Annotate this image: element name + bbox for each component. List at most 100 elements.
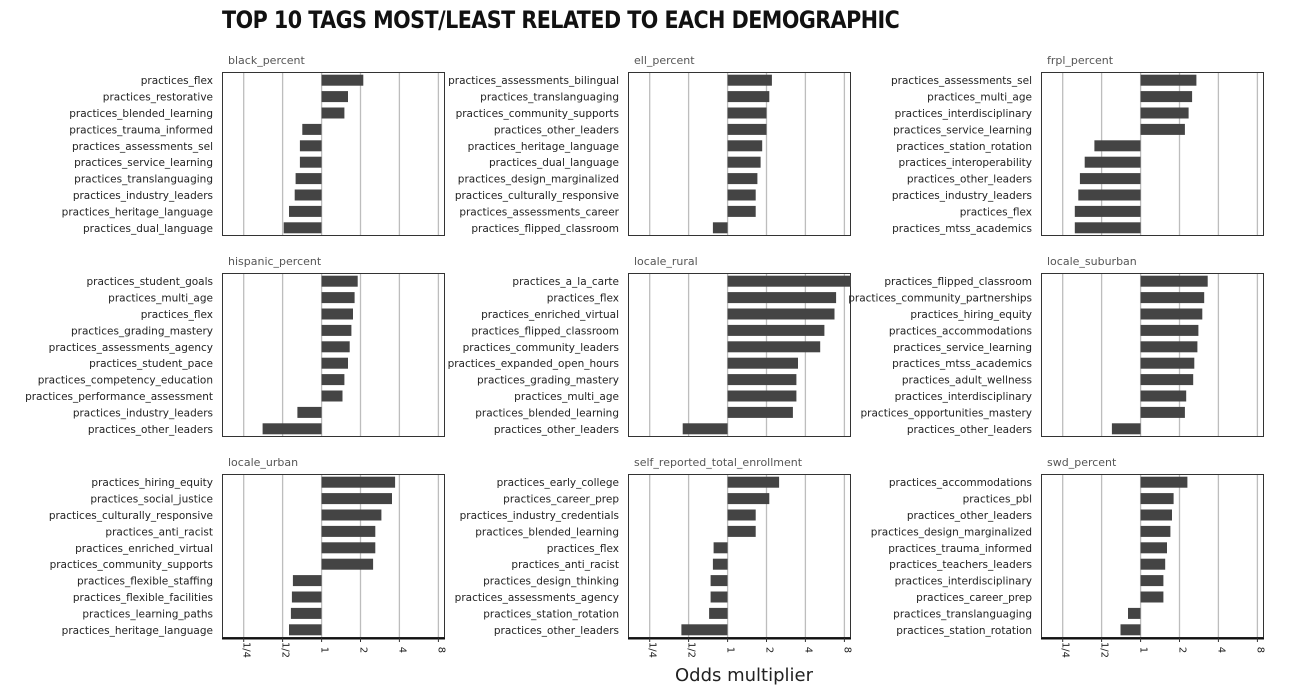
bar-practices_design_marginalized xyxy=(727,173,758,185)
x-tick-label: 1/4 xyxy=(647,642,658,658)
category-label: practices_grading_mastery xyxy=(71,325,213,337)
x-tick-label: 8 xyxy=(841,647,852,653)
bar-practices_career_prep xyxy=(727,493,770,505)
bar-practices_other_leaders xyxy=(1079,173,1141,185)
category-label: practices_station_rotation xyxy=(896,625,1032,637)
bar-practices_accommodations xyxy=(1140,476,1188,488)
category-label: practices_learning_paths xyxy=(82,608,213,620)
bar-practices_competency_education xyxy=(321,374,345,386)
category-label: practices_flexible_facilities xyxy=(73,592,213,604)
x-tick-label: 8 xyxy=(435,647,446,653)
panel-title-swd_percent: swd_percent xyxy=(1047,456,1117,469)
category-label: practices_pbl xyxy=(963,494,1032,506)
bar-practices_station_rotation xyxy=(709,607,728,619)
category-label: practices_industry_leaders xyxy=(892,190,1032,202)
bar-practices_multi_age xyxy=(727,390,797,402)
category-label: practices_trauma_informed xyxy=(888,543,1032,555)
category-label: practices_culturally_responsive xyxy=(49,510,213,522)
category-label: practices_other_leaders xyxy=(88,424,213,436)
bar-practices_career_prep xyxy=(1140,591,1164,603)
bar-practices_dual_language xyxy=(283,222,322,234)
category-label: practices_culturally_responsive xyxy=(455,190,619,202)
bar-practices_flex xyxy=(321,308,353,320)
category-label: practices_other_leaders xyxy=(494,625,619,637)
bar-practices_interdisciplinary xyxy=(1140,107,1189,119)
category-label: practices_heritage_language xyxy=(468,141,619,153)
bar-practices_pbl xyxy=(1140,493,1174,505)
bar-practices_flex xyxy=(727,292,837,304)
category-label: practices_assessments_sel xyxy=(891,75,1032,87)
bar-practices_station_rotation xyxy=(1094,140,1141,152)
bar-practices_trauma_informed xyxy=(302,123,322,135)
category-label: practices_flex xyxy=(547,293,619,305)
bar-practices_early_college xyxy=(727,476,780,488)
x-tick-label: 1 xyxy=(319,647,330,653)
bar-practices_other_leaders xyxy=(681,624,728,636)
category-label: practices_other_leaders xyxy=(494,124,619,136)
bar-practices_anti_racist xyxy=(712,558,728,570)
bar-practices_student_goals xyxy=(321,275,358,287)
bar-practices_expanded_open_hours xyxy=(727,357,798,369)
bar-practices_heritage_language xyxy=(289,205,322,217)
category-label: practices_trauma_informed xyxy=(69,124,213,136)
panel-title-locale_suburban: locale_suburban xyxy=(1047,255,1137,268)
bar-practices_community_leaders xyxy=(727,341,821,353)
category-label: practices_career_prep xyxy=(503,494,619,506)
bar-practices_industry_leaders xyxy=(1078,189,1141,201)
bar-practices_translanguaging xyxy=(727,91,770,103)
category-label: practices_accommodations xyxy=(889,477,1032,489)
x-axis-label: Odds multiplier xyxy=(674,665,814,686)
category-label: practices_flex xyxy=(547,543,619,555)
category-label: practices_station_rotation xyxy=(896,141,1032,153)
bar-practices_heritage_language xyxy=(289,624,322,636)
bar-practices_grading_mastery xyxy=(321,324,352,336)
category-label: practices_flipped_classroom xyxy=(884,276,1032,288)
bar-practices_other_leaders xyxy=(1111,423,1141,435)
bar-practices_grading_mastery xyxy=(727,374,797,386)
panel-title-frpl_percent: frpl_percent xyxy=(1047,54,1114,67)
bar-practices_student_pace xyxy=(321,357,348,369)
x-tick-label: 2 xyxy=(358,647,369,653)
bar-practices_a_la_carte xyxy=(727,275,851,287)
bar-practices_dual_language xyxy=(727,156,761,168)
bar-practices_heritage_language xyxy=(727,140,763,152)
category-label: practices_translanguaging xyxy=(480,92,619,104)
panel-title-hispanic_percent: hispanic_percent xyxy=(228,255,322,268)
bar-practices_flex xyxy=(1074,205,1141,217)
bar-practices_assessments_bilingual xyxy=(727,74,772,86)
bar-practices_interoperability xyxy=(1084,156,1141,168)
panel-title-locale_urban: locale_urban xyxy=(228,456,298,469)
category-label: practices_assessments_agency xyxy=(455,592,619,604)
bar-practices_service_learning xyxy=(1140,341,1198,353)
category-label: practices_industry_leaders xyxy=(73,407,213,419)
bar-practices_mtss_academics xyxy=(1140,357,1195,369)
bar-practices_flex xyxy=(321,74,364,86)
x-tick-label: 1 xyxy=(1138,647,1149,653)
bar-practices_enriched_virtual xyxy=(321,542,376,554)
category-label: practices_hiring_equity xyxy=(910,309,1032,321)
category-label: practices_translanguaging xyxy=(893,608,1032,620)
category-label: practices_translanguaging xyxy=(74,174,213,186)
category-label: practices_station_rotation xyxy=(483,608,619,620)
category-label: practices_accommodations xyxy=(889,325,1032,337)
bar-practices_other_leaders xyxy=(1140,509,1172,521)
category-label: practices_restorative xyxy=(103,92,213,104)
bar-practices_social_justice xyxy=(321,493,392,505)
category-label: practices_student_pace xyxy=(89,358,213,370)
bar-practices_restorative xyxy=(321,91,348,103)
category-label: practices_flipped_classroom xyxy=(471,223,619,235)
bar-practices_blended_learning xyxy=(727,525,756,537)
bar-practices_flipped_classroom xyxy=(1140,275,1208,287)
bar-practices_service_learning xyxy=(299,156,322,168)
bar-practices_assessments_sel xyxy=(1140,74,1197,86)
bar-practices_other_leaders xyxy=(262,423,322,435)
bar-practices_assessments_sel xyxy=(299,140,322,152)
page-title: TOP 10 TAGS MOST/LEAST RELATED TO EACH D… xyxy=(222,6,900,34)
category-label: practices_enriched_virtual xyxy=(481,309,619,321)
category-label: practices_design_marginalized xyxy=(871,526,1032,538)
x-tick-label: 1/2 xyxy=(280,642,291,658)
category-label: practices_mtss_academics xyxy=(892,223,1032,235)
bar-practices_assessments_career xyxy=(727,205,756,217)
x-tick-label: 2 xyxy=(1177,647,1188,653)
bar-practices_culturally_responsive xyxy=(321,509,382,521)
